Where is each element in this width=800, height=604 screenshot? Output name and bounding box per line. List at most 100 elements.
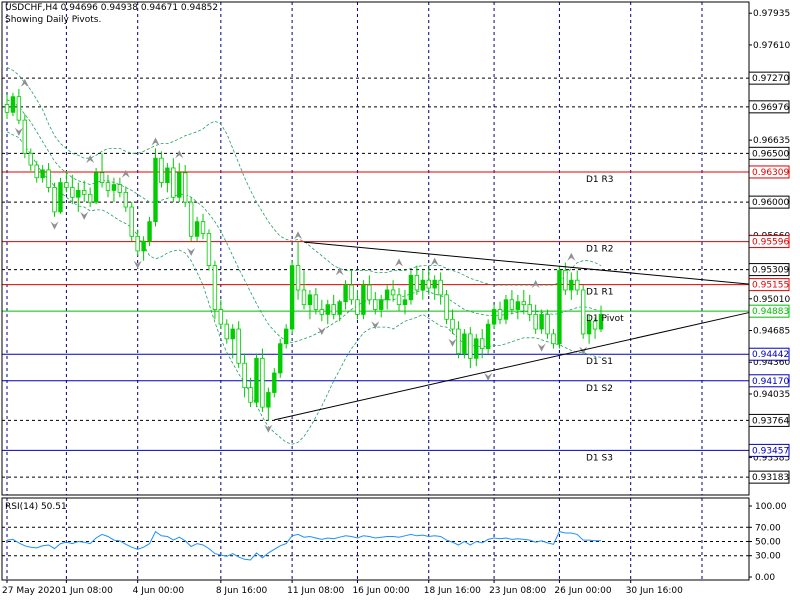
candle-body (159, 157, 164, 184)
candle-body (236, 328, 241, 364)
candle-body (147, 221, 152, 242)
price-tick-label: 0.94685 (753, 327, 790, 337)
candle-body (82, 190, 87, 195)
candle-body (319, 309, 325, 315)
time-tick-label: 11 Jun 08:00 (287, 586, 344, 596)
candle-body (248, 387, 253, 403)
fractal-up-mark (567, 252, 576, 261)
candle-body (289, 265, 295, 330)
fractal-down-mark (484, 372, 493, 381)
candle-body (373, 299, 378, 310)
price-box-label: 0.96000 (752, 198, 789, 208)
candle-body (46, 169, 51, 188)
candle-body (325, 304, 330, 315)
time-tick-label: 30 Jun 16:00 (626, 586, 683, 596)
fractal-up-mark (20, 78, 29, 87)
time-tick-label: 4 Jun 00:00 (133, 586, 185, 596)
symbol-header: USDCHF,H4 0.94696 0.94938 0.94671 0.9485… (5, 3, 219, 13)
price-tick-label: 0.96635 (753, 136, 790, 146)
candle-body (474, 338, 479, 359)
candle-body (117, 184, 123, 193)
candle-body (462, 333, 467, 354)
fractal-down-mark (317, 327, 326, 336)
trendline (303, 241, 750, 285)
fractal-up-mark (395, 258, 404, 267)
candle-body (367, 284, 372, 301)
price-box-label: 0.94883 (752, 307, 789, 317)
candle-body (485, 323, 491, 349)
candle-body (230, 328, 235, 340)
candle-body (4, 104, 10, 113)
candle-body (598, 313, 604, 330)
fractal-down-mark (133, 260, 142, 269)
candle-body (491, 309, 497, 325)
trendlines (274, 241, 750, 421)
fractal-up-mark (151, 137, 160, 146)
candle-body (135, 235, 140, 252)
candle-body (592, 320, 598, 330)
candle-body (307, 294, 313, 306)
rsi-panel: 100.00 70.00 50.00 30.00 0.00 (2, 502, 787, 583)
candle-body (206, 232, 212, 266)
rsi-tick-label: 0.00 (755, 573, 775, 583)
candle-body (40, 169, 45, 179)
candle-body (396, 294, 402, 306)
price-tick-label: 0.93385 (753, 453, 790, 463)
candle-body (533, 313, 538, 330)
candle-body (539, 313, 544, 330)
candle-body (580, 289, 586, 335)
trendline (274, 311, 750, 421)
candle-body (337, 301, 342, 315)
candle-body (551, 333, 556, 345)
candle-body (266, 392, 271, 408)
candle-body (586, 320, 592, 335)
candle-body (390, 289, 396, 296)
bollinger-upper (6, 67, 602, 286)
candle-body (111, 184, 117, 191)
rsi-header: RSI(14) 50.51 (5, 502, 67, 512)
candle-body (153, 157, 158, 223)
fractal-down-mark (537, 343, 546, 352)
candle-body (527, 304, 532, 315)
price-box-label: 0.96500 (752, 149, 789, 159)
time-tick-label: 16 Jun 00:00 (352, 586, 409, 596)
fractal-down-mark (371, 321, 380, 330)
price-box-label: 0.94442 (752, 350, 789, 360)
candle-body (331, 304, 336, 315)
candle-body (87, 193, 93, 203)
candle-body (355, 299, 360, 315)
fractal-up-mark (335, 267, 344, 276)
rsi-tick-label: 100.00 (755, 502, 787, 512)
candle-body (200, 221, 206, 234)
candle-body (129, 206, 134, 237)
candle-body (468, 333, 473, 359)
pivot-label: D1 R2 (586, 245, 614, 255)
candle-body (123, 191, 128, 208)
candle-body (171, 167, 176, 198)
candle-body (272, 372, 277, 393)
pivot-level-labels: D1 R3 D1 R2 D1 R1 D1 Pivot D1 S1 D1 S2 D1 S3 (586, 175, 624, 463)
time-tick-label: 27 May 2020 (2, 586, 61, 596)
fractal-up-mark (121, 169, 130, 178)
pivot-label: D1 R3 (586, 175, 614, 185)
candle-body (283, 328, 289, 345)
candle-body (254, 357, 259, 403)
candle-body (456, 328, 461, 354)
pivot-label: D1 S1 (586, 357, 613, 367)
fractal-up-mark (294, 231, 303, 240)
price-box-label: 0.95309 (752, 266, 789, 276)
candle-body (188, 201, 194, 237)
price-box-label: 0.93457 (752, 446, 789, 456)
fractal-up-mark (430, 257, 439, 266)
rsi-tick-label: 70.00 (755, 523, 781, 533)
price-tick-label: 0.95010 (753, 295, 790, 305)
candle-body (34, 164, 39, 179)
candle-body (64, 182, 69, 188)
fractal-up-mark (175, 150, 184, 159)
pivot-label: D1 R1 (586, 288, 614, 298)
time-tick-label: 8 Jun 16:00 (216, 586, 268, 596)
fractal-down-mark (80, 211, 89, 220)
fractal-down-mark (14, 127, 23, 136)
pivot-label: D1 S3 (586, 453, 613, 463)
candle-body (438, 279, 443, 296)
